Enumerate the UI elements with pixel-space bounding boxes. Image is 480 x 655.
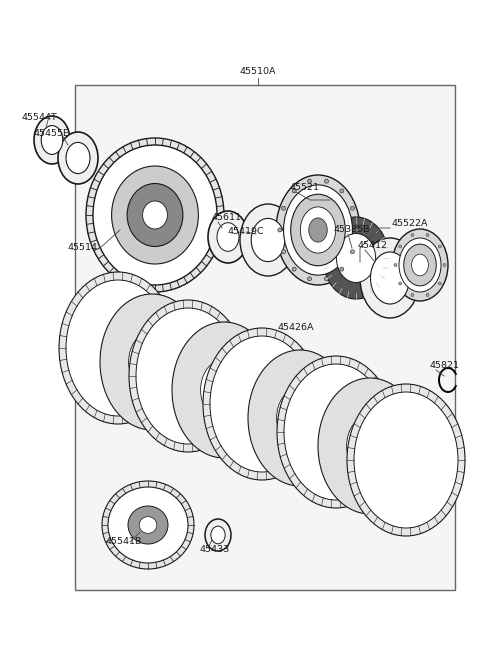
Ellipse shape: [210, 336, 314, 472]
Ellipse shape: [282, 206, 286, 210]
Ellipse shape: [205, 519, 231, 551]
Ellipse shape: [399, 245, 402, 248]
Ellipse shape: [300, 207, 336, 253]
Text: 45522A: 45522A: [392, 219, 429, 229]
Ellipse shape: [284, 185, 352, 275]
Ellipse shape: [129, 300, 247, 452]
Ellipse shape: [347, 415, 394, 477]
Ellipse shape: [108, 487, 188, 563]
Ellipse shape: [371, 252, 409, 304]
Ellipse shape: [86, 138, 224, 292]
Ellipse shape: [277, 356, 395, 508]
Text: 45514: 45514: [68, 244, 98, 252]
Ellipse shape: [172, 322, 276, 458]
Ellipse shape: [111, 166, 198, 264]
Text: 45821: 45821: [430, 362, 460, 371]
Ellipse shape: [323, 217, 389, 299]
Ellipse shape: [394, 263, 397, 267]
Ellipse shape: [399, 238, 441, 292]
Ellipse shape: [284, 364, 388, 500]
Ellipse shape: [350, 250, 354, 253]
Ellipse shape: [211, 526, 225, 544]
Ellipse shape: [100, 294, 204, 430]
Text: 45521: 45521: [290, 183, 320, 193]
Ellipse shape: [308, 277, 312, 281]
Ellipse shape: [292, 189, 296, 193]
Ellipse shape: [128, 506, 168, 544]
Ellipse shape: [340, 189, 344, 193]
Ellipse shape: [276, 175, 360, 285]
Ellipse shape: [392, 229, 448, 301]
Ellipse shape: [443, 263, 446, 267]
Ellipse shape: [411, 293, 414, 297]
Ellipse shape: [354, 228, 358, 232]
Ellipse shape: [438, 282, 441, 285]
Ellipse shape: [292, 267, 296, 271]
Ellipse shape: [324, 277, 328, 281]
Text: 45541B: 45541B: [106, 538, 143, 546]
Ellipse shape: [354, 392, 458, 528]
Text: 45432T: 45432T: [408, 445, 444, 455]
Ellipse shape: [203, 328, 321, 480]
Text: 45412: 45412: [358, 242, 388, 250]
Ellipse shape: [276, 387, 324, 449]
Ellipse shape: [136, 308, 240, 444]
Ellipse shape: [139, 517, 157, 533]
Ellipse shape: [426, 293, 429, 297]
Ellipse shape: [93, 145, 217, 285]
Ellipse shape: [248, 350, 352, 486]
Ellipse shape: [438, 245, 441, 248]
Ellipse shape: [309, 218, 327, 242]
Ellipse shape: [278, 228, 282, 232]
Ellipse shape: [251, 218, 285, 261]
Text: 45510A: 45510A: [240, 67, 276, 77]
Ellipse shape: [324, 179, 328, 183]
Ellipse shape: [350, 206, 354, 210]
Ellipse shape: [59, 272, 177, 424]
Ellipse shape: [208, 211, 248, 263]
Ellipse shape: [404, 244, 436, 286]
Ellipse shape: [240, 204, 296, 276]
Ellipse shape: [412, 254, 428, 276]
Ellipse shape: [143, 201, 168, 229]
Ellipse shape: [58, 132, 98, 184]
Ellipse shape: [347, 384, 465, 536]
Ellipse shape: [66, 142, 90, 174]
Ellipse shape: [426, 234, 429, 236]
Ellipse shape: [282, 250, 286, 253]
Text: 45611: 45611: [212, 214, 242, 223]
Ellipse shape: [34, 116, 70, 164]
Ellipse shape: [129, 331, 175, 392]
Text: 45433: 45433: [200, 546, 230, 555]
Ellipse shape: [360, 238, 420, 318]
Ellipse shape: [127, 183, 183, 246]
Ellipse shape: [340, 267, 344, 271]
Ellipse shape: [217, 223, 239, 252]
Ellipse shape: [308, 179, 312, 183]
Ellipse shape: [102, 481, 194, 569]
Bar: [75, 85, 455, 590]
Ellipse shape: [201, 360, 247, 421]
Ellipse shape: [399, 282, 402, 285]
Text: 45385B: 45385B: [333, 225, 370, 234]
Text: 45419C: 45419C: [228, 227, 264, 236]
Ellipse shape: [411, 234, 414, 236]
Ellipse shape: [318, 378, 422, 514]
Ellipse shape: [41, 126, 63, 155]
Text: 45455E: 45455E: [33, 128, 69, 138]
Text: 45426A: 45426A: [278, 324, 314, 333]
Ellipse shape: [66, 280, 170, 416]
Text: 45544T: 45544T: [22, 113, 58, 122]
Ellipse shape: [291, 195, 345, 266]
Ellipse shape: [336, 233, 376, 282]
